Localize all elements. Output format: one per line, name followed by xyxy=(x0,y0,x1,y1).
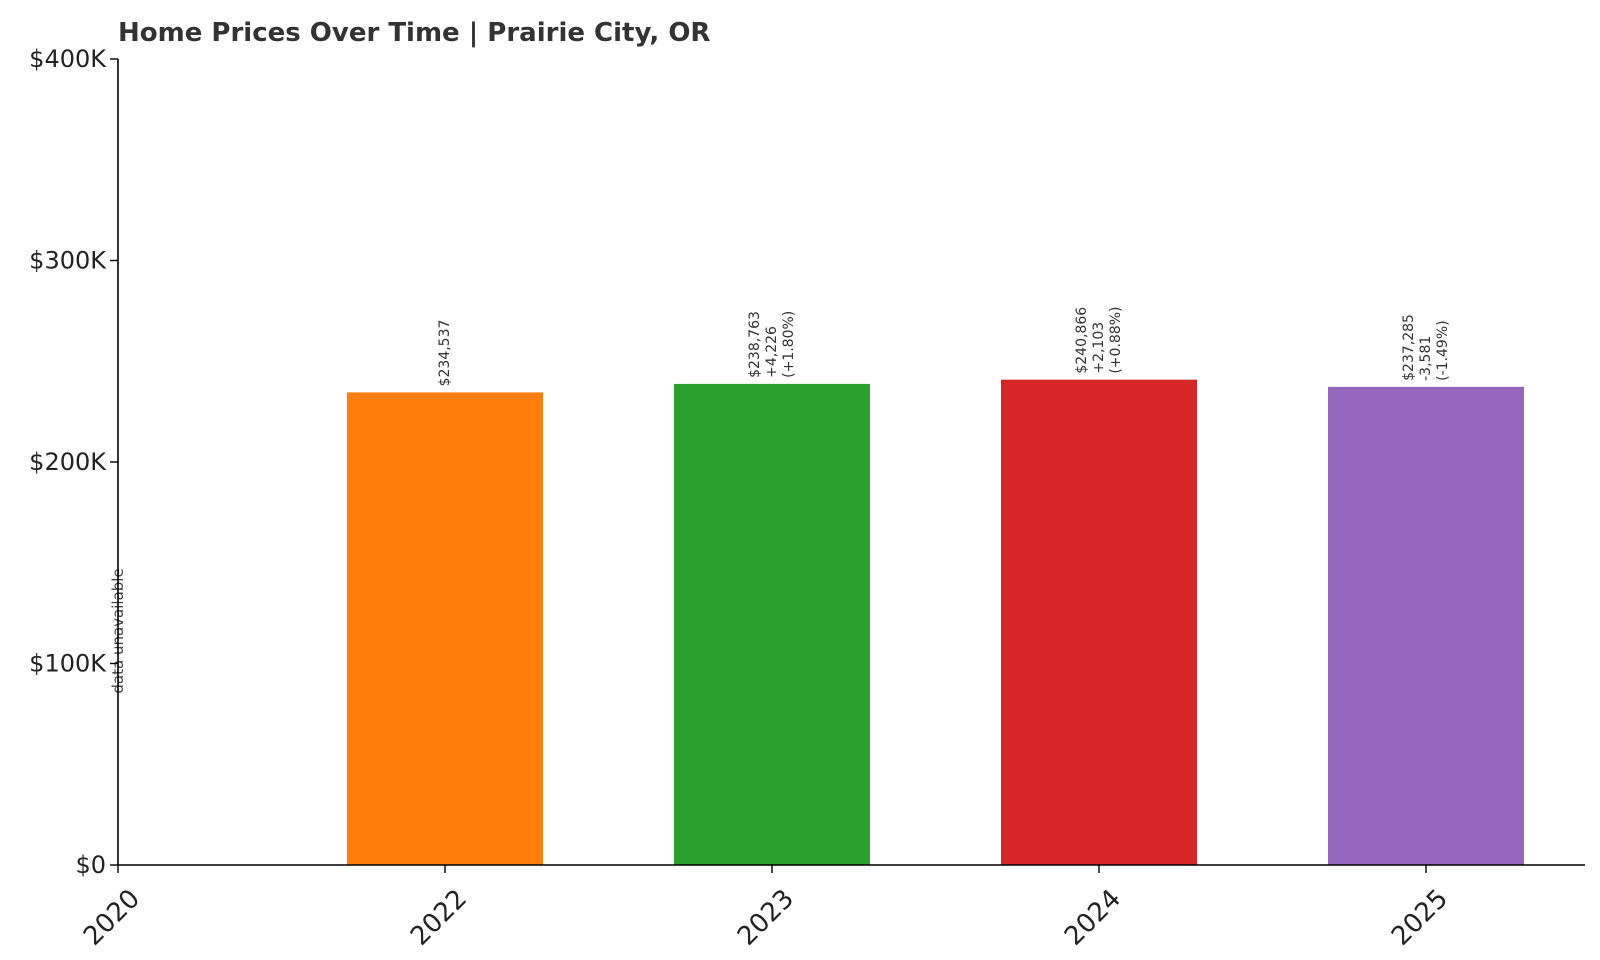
x-tick-label-2020: 2020 xyxy=(78,884,146,952)
bar-label-2024-line-3: (+0.88%) xyxy=(1108,307,1124,374)
x-tick-label-2025: 2025 xyxy=(1386,884,1454,952)
bar-2022 xyxy=(347,392,543,865)
x-tick-label-2023: 2023 xyxy=(732,884,800,952)
x-axis: 2020 2022 2023 2024 2025 xyxy=(78,864,1585,952)
bars-group xyxy=(347,379,1524,865)
bar-label-2024-line-2: +2,103 xyxy=(1091,322,1107,374)
bar-2023 xyxy=(674,383,870,865)
bar-labels-group: data unavailable$234,537 $238,763 +4,226 (+… xyxy=(109,307,1451,694)
y-tick-label: $200K xyxy=(29,448,107,476)
y-tick-label: $400K xyxy=(29,45,107,73)
chart-title: Home Prices Over Time | Prairie City, OR xyxy=(118,18,711,48)
bar-label-2025-line-3: (-1.49%) xyxy=(1435,320,1451,380)
bar-label-2023-line-1: $238,763 xyxy=(747,311,763,378)
y-tick-label: $100K xyxy=(29,650,107,678)
y-axis: $0 $100K $200K $300K $400K xyxy=(29,45,119,879)
y-tick-label: $300K xyxy=(29,247,107,275)
bar-label-2025-line-1: $237,285 xyxy=(1401,314,1417,381)
bar-label-2025-line-2: -3,581 xyxy=(1418,336,1434,381)
bar-label-2023-line-3: (+1.80%) xyxy=(781,311,797,378)
bar-2024 xyxy=(1001,379,1197,865)
y-tick-label: $0 xyxy=(75,851,106,879)
x-tick-label-2022: 2022 xyxy=(405,884,473,952)
bar-label-2023-line-2: +4,226 xyxy=(764,326,780,378)
bar-label-2024-line-1: $240,866 xyxy=(1074,307,1090,374)
x-tick-label-2024: 2024 xyxy=(1059,884,1127,952)
bar-label-2022-line-1: $234,537 xyxy=(437,320,453,387)
bar-2025 xyxy=(1328,386,1524,865)
